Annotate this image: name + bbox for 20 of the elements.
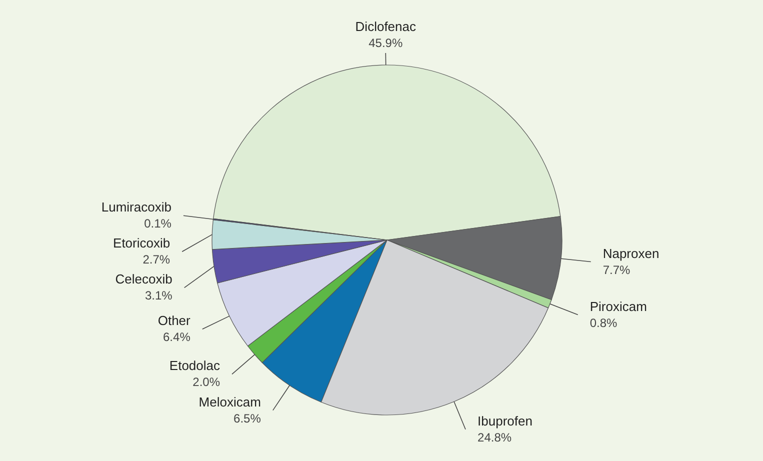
data-label: 45.9% [368, 36, 403, 50]
slice-label: Ibuprofen [478, 413, 532, 428]
data-label: 6.4% [163, 330, 191, 344]
data-label: 24.8% [478, 430, 512, 444]
data-label: 0.8% [590, 316, 618, 330]
slice-label: Diclofenac [355, 19, 416, 34]
slice-label: Naproxen [602, 246, 660, 261]
slice-label: Celecoxib [115, 272, 172, 287]
data-label: 2.0% [192, 375, 220, 390]
data-label: 3.1% [144, 288, 173, 303]
slice-label: Other [158, 313, 192, 328]
slice-label: Piroxicam [590, 298, 647, 314]
data-label: 7.7% [602, 262, 631, 277]
data-label: 2.7% [142, 252, 170, 267]
slice-label: Etoricoxib [113, 236, 170, 251]
slice-label: Lumiracoxib [101, 200, 172, 215]
slice-label: Meloxicam [198, 394, 261, 410]
slice-label: Etodolac [169, 358, 220, 374]
data-label: 0.1% [144, 216, 172, 231]
data-label: 6.5% [234, 411, 262, 426]
